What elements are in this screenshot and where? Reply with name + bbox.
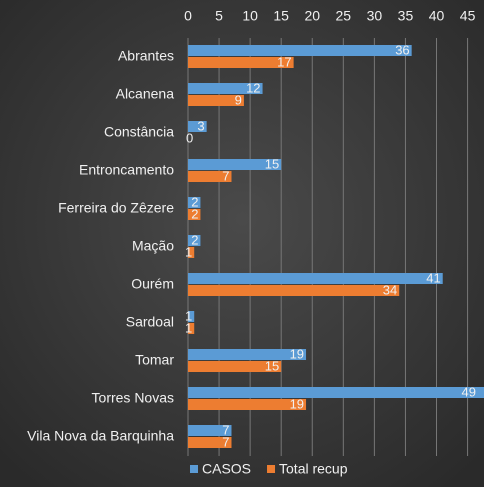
value-label: 17 bbox=[277, 54, 291, 69]
legend-swatch bbox=[190, 465, 198, 473]
value-label: 1 bbox=[185, 244, 192, 259]
legend-label: Total recup bbox=[279, 461, 348, 477]
bar bbox=[188, 159, 282, 170]
bar bbox=[188, 323, 195, 334]
x-tick-label: 35 bbox=[398, 8, 414, 24]
y-tick-label: Constância bbox=[104, 124, 174, 140]
y-tick-label: Sardoal bbox=[126, 314, 174, 330]
y-tick-label: Torres Novas bbox=[92, 390, 174, 406]
bar bbox=[188, 45, 412, 56]
bar bbox=[188, 95, 244, 106]
x-tick-label: 20 bbox=[304, 8, 320, 24]
bar bbox=[188, 349, 307, 360]
value-label: 3 bbox=[197, 118, 204, 133]
value-label: 7 bbox=[222, 434, 229, 449]
bar bbox=[188, 387, 484, 398]
value-label: 7 bbox=[222, 422, 229, 437]
legend-swatch bbox=[267, 465, 276, 473]
bar bbox=[188, 209, 201, 220]
value-label: 2 bbox=[191, 206, 198, 221]
value-label: 15 bbox=[265, 156, 279, 171]
y-tick-label: Ourém bbox=[131, 276, 174, 292]
bar bbox=[188, 399, 307, 410]
y-tick-label: Mação bbox=[132, 238, 174, 254]
value-label: 12 bbox=[246, 80, 260, 95]
bar bbox=[188, 361, 282, 372]
bar bbox=[188, 83, 263, 94]
bar bbox=[188, 311, 195, 322]
value-label: 2 bbox=[191, 232, 198, 247]
bar bbox=[188, 235, 201, 246]
legend-label: CASOS bbox=[202, 461, 251, 477]
value-label: 2 bbox=[191, 194, 198, 209]
y-tick-label: Tomar bbox=[135, 352, 174, 368]
value-label: 19 bbox=[290, 396, 304, 411]
y-tick-label: Alcanena bbox=[116, 86, 175, 102]
value-label: 34 bbox=[383, 282, 397, 297]
x-tick-label: 10 bbox=[242, 8, 258, 24]
value-label: 41 bbox=[426, 270, 440, 285]
y-tick-label: Ferreira do Zêzere bbox=[58, 200, 174, 216]
x-tick-label: 0 bbox=[184, 8, 192, 24]
x-tick-label: 30 bbox=[367, 8, 383, 24]
value-label: 9 bbox=[235, 92, 242, 107]
value-label: 0 bbox=[186, 130, 193, 145]
value-label: 19 bbox=[290, 346, 304, 361]
x-tick-label: 40 bbox=[429, 8, 445, 24]
bar bbox=[188, 171, 232, 182]
x-tick-label: 25 bbox=[336, 8, 352, 24]
value-label: 1 bbox=[185, 320, 192, 335]
value-label: 7 bbox=[222, 168, 229, 183]
bar bbox=[188, 285, 400, 296]
bar bbox=[188, 273, 443, 284]
bar bbox=[188, 425, 232, 436]
value-label: 49 bbox=[462, 384, 476, 399]
y-tick-label: Vila Nova da Barquinha bbox=[27, 428, 174, 444]
bar bbox=[188, 57, 294, 68]
y-tick-label: Abrantes bbox=[118, 48, 174, 64]
bar bbox=[188, 121, 207, 132]
x-tick-label: 45 bbox=[460, 8, 476, 24]
bar bbox=[188, 247, 195, 258]
bar bbox=[188, 437, 232, 448]
y-tick-label: Entroncamento bbox=[79, 162, 174, 178]
value-label: 15 bbox=[265, 358, 279, 373]
bar bbox=[188, 197, 201, 208]
x-tick-label: 15 bbox=[273, 8, 289, 24]
value-label: 1 bbox=[185, 308, 192, 323]
x-tick-label: 5 bbox=[215, 8, 223, 24]
value-label: 36 bbox=[395, 42, 409, 57]
